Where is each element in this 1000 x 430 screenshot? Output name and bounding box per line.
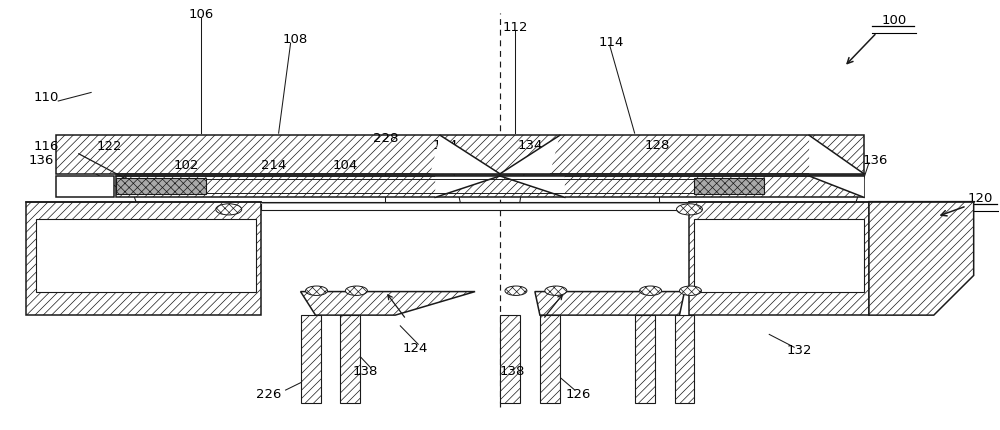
Circle shape [216,204,242,215]
Circle shape [677,204,702,215]
Bar [261,202,689,211]
Polygon shape [869,202,974,315]
Text: 228: 228 [373,132,398,144]
Text: 134: 134 [432,139,458,152]
Text: 136: 136 [862,154,888,167]
Polygon shape [809,136,864,175]
Bar [26,202,261,315]
Polygon shape [809,177,864,198]
Text: 114: 114 [599,36,624,49]
Text: 110: 110 [34,91,59,104]
Bar [694,219,864,292]
Bar [694,178,764,194]
Text: 124: 124 [403,341,428,354]
Bar [56,177,114,198]
Bar [36,219,256,292]
Bar [675,315,694,403]
Text: 138: 138 [499,365,525,378]
Bar [635,315,655,403]
Polygon shape [500,136,560,175]
Text: 126: 126 [565,387,590,400]
Text: 134: 134 [517,139,543,152]
Polygon shape [500,177,565,198]
Bar [116,175,864,177]
Polygon shape [430,136,500,175]
Bar [116,178,206,194]
Text: 104: 104 [333,159,358,172]
Text: 138: 138 [353,365,378,378]
Text: 226: 226 [256,387,281,400]
Polygon shape [535,292,684,315]
Text: 108: 108 [283,34,308,46]
Circle shape [680,286,701,296]
Text: 106: 106 [188,8,213,21]
Bar [540,315,560,403]
Text: 112: 112 [502,21,528,34]
Text: 122: 122 [96,140,122,153]
Bar [301,315,320,403]
Bar [340,315,360,403]
Circle shape [306,286,327,296]
Bar [500,315,520,403]
Text: 102: 102 [173,159,199,172]
Bar [116,177,864,198]
Text: 128: 128 [645,139,670,152]
Bar [689,202,869,315]
Circle shape [640,286,662,296]
Bar [56,136,864,175]
Text: 214: 214 [261,159,286,172]
Text: 116: 116 [34,140,59,153]
Circle shape [505,286,527,296]
Text: 100: 100 [881,14,907,27]
Text: 136: 136 [29,154,54,167]
Circle shape [345,286,367,296]
Polygon shape [435,177,500,198]
Text: 132: 132 [786,343,812,356]
Polygon shape [301,292,475,315]
Text: 120: 120 [968,191,993,204]
Circle shape [545,286,567,296]
